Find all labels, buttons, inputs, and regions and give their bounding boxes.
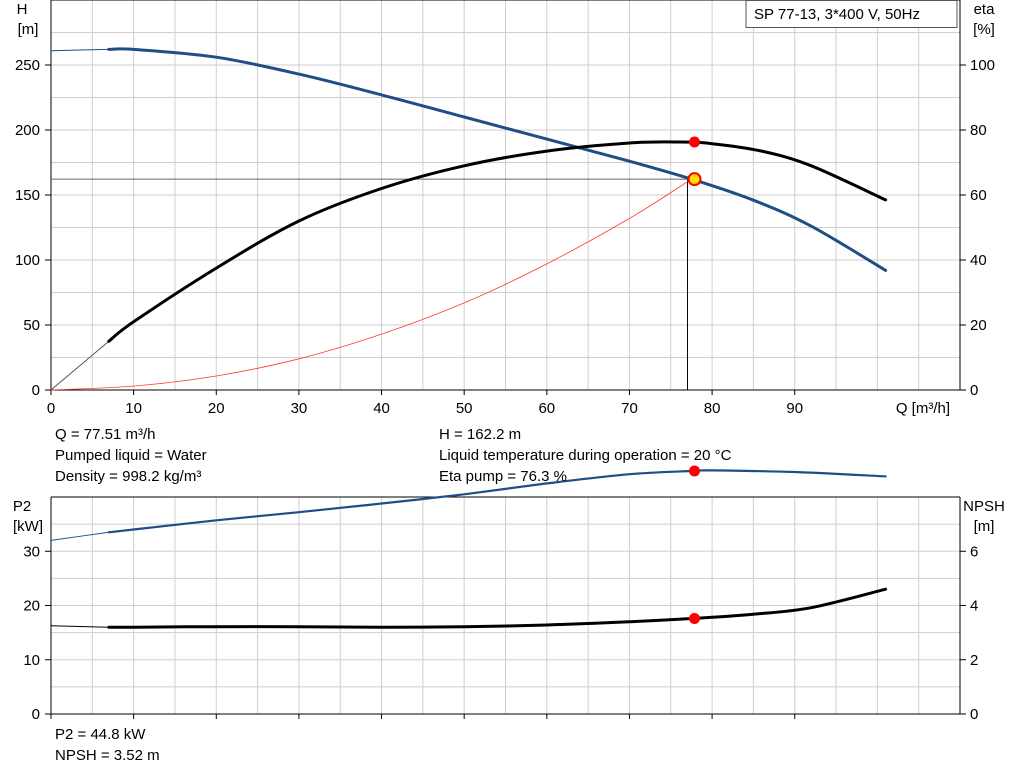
panel1-right-tick-label: 80 (970, 122, 987, 139)
panel2-npsh-curve (107, 587, 888, 629)
panel1-x-tick-label: 50 (456, 400, 473, 417)
panel2-right-tick-label: 4 (970, 598, 978, 615)
panel2-right-tick-label: 6 (970, 543, 978, 560)
panel1-x-tick-label: 20 (208, 400, 225, 417)
head-readout: H = 162.2 m (439, 426, 522, 443)
panel2-npsh-extrapolation-line (50, 625, 109, 628)
panel1-left-tick-label: 150 (15, 187, 40, 204)
panel1-right-tick-label: 0 (970, 382, 978, 399)
panel1-left-tick-label: 100 (15, 252, 40, 269)
panel2-p2-curve (107, 469, 887, 534)
panel1-x-axis-title: Q [m³/h] (896, 400, 950, 417)
panel1-right-axis-unit: [%] (973, 21, 995, 38)
npsh-readout: NPSH = 3.52 m (55, 747, 160, 764)
panel1-left-tick-label: 200 (15, 122, 40, 139)
panel1-left-axis-title: H (17, 1, 28, 18)
panel1-system-curve (50, 178, 692, 391)
npsh-duty-point (689, 613, 701, 625)
panel1-left-tick-label: 250 (15, 57, 40, 74)
panel1-eta-curve (107, 140, 888, 343)
panel1-head-curve (107, 47, 888, 272)
panel1-left-tick-label: 0 (32, 382, 40, 399)
panel1-right-tick-label: 60 (970, 187, 987, 204)
panel1-x-tick-label: 70 (621, 400, 638, 417)
panel1-left-axis-unit: [m] (18, 21, 39, 38)
panel2-left-tick-label: 20 (23, 598, 40, 615)
panel1-right-tick-label: 100 (970, 57, 995, 74)
density-readout: Density = 998.2 kg/m³ (55, 468, 202, 485)
p2-duty-point (689, 465, 701, 477)
eta-duty-point (689, 136, 701, 148)
panel2-right-axis-unit: [m] (974, 518, 995, 535)
chart-title: SP 77-13, 3*400 V, 50Hz (754, 6, 920, 23)
eta-pump-readout: Eta pump = 76.3 % (439, 468, 567, 485)
panel1-x-tick-label: 60 (538, 400, 555, 417)
panel1-x-tick-label: 0 (47, 400, 55, 417)
panel2-left-axis-title: P2 (13, 498, 31, 515)
panel1-x-tick-label: 30 (291, 400, 308, 417)
panel2-right-axis-title: NPSH (963, 498, 1005, 515)
panel2-left-tick-label: 30 (23, 543, 40, 560)
panel1-x-tick-label: 10 (125, 400, 142, 417)
panel2-left-tick-label: 10 (23, 652, 40, 669)
panel2-p2-extrapolation-line (50, 531, 109, 541)
panel1-right-tick-label: 20 (970, 317, 987, 334)
panel2-left-axis-unit: [kW] (13, 518, 43, 535)
panel1-head-extrapolation-line (50, 48, 109, 52)
panel2-left-tick-label: 0 (32, 706, 40, 723)
panel1-x-tick-label: 80 (704, 400, 721, 417)
pumped-liquid-readout: Pumped liquid = Water (55, 447, 207, 464)
panel1-right-axis-title: eta (974, 1, 996, 18)
flow-readout: Q = 77.51 m³/h (55, 426, 156, 443)
liquid-temperature-readout: Liquid temperature during operation = 20… (439, 447, 732, 464)
panel1-left-tick-label: 50 (23, 317, 40, 334)
title-box (745, 0, 958, 28)
panel1-right-tick-label: 40 (970, 252, 987, 269)
panel1-x-tick-label: 40 (373, 400, 390, 417)
panel2-right-tick-label: 2 (970, 652, 978, 669)
head-duty-point (687, 172, 702, 187)
panel2-right-tick-label: 0 (970, 706, 978, 723)
p2-readout: P2 = 44.8 kW (55, 726, 146, 743)
panel1-eta-extrapolation-line (50, 340, 110, 391)
panel1-x-tick-label: 90 (786, 400, 803, 417)
